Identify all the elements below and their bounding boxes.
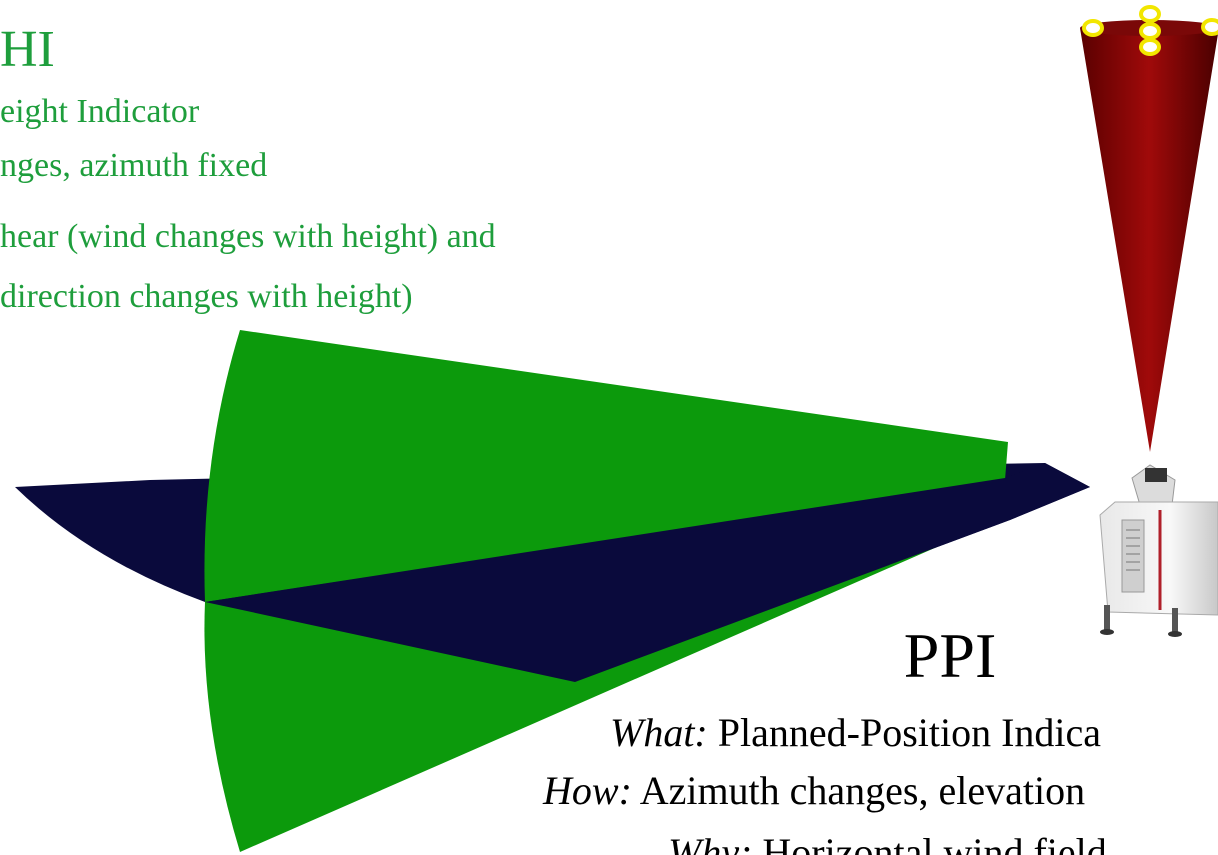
rhi-sector-upper bbox=[204, 330, 1008, 602]
vertical-beam bbox=[1080, 28, 1218, 452]
ppi-label: What: bbox=[610, 710, 708, 755]
lidar-device bbox=[1099, 464, 1218, 637]
rhi-line: eight Indicator bbox=[0, 93, 200, 130]
ppi-line: Why: Horizontal wind field bbox=[668, 830, 1107, 855]
ppi-text: Horizontal wind field bbox=[762, 830, 1106, 855]
rhi-line: nges, azimuth fixed bbox=[0, 147, 267, 184]
ppi-line: What: Planned-Position Indica bbox=[610, 710, 1101, 755]
measurement-points bbox=[1082, 5, 1218, 56]
rhi-line: hear (wind changes with height) and bbox=[0, 218, 496, 255]
ppi-text: Planned-Position Indica bbox=[718, 710, 1102, 755]
ppi-text: Azimuth changes, elevation bbox=[640, 768, 1085, 813]
ppi-line: How: Azimuth changes, elevation bbox=[542, 768, 1085, 813]
ppi-title: PPI bbox=[904, 620, 997, 691]
rhi-line: direction changes with height) bbox=[0, 278, 413, 315]
ppi-label: Why: bbox=[668, 830, 752, 855]
ppi-label: How: bbox=[542, 768, 632, 813]
rhi-title: HI bbox=[0, 21, 55, 78]
ppi-sector-front bbox=[205, 463, 1090, 682]
